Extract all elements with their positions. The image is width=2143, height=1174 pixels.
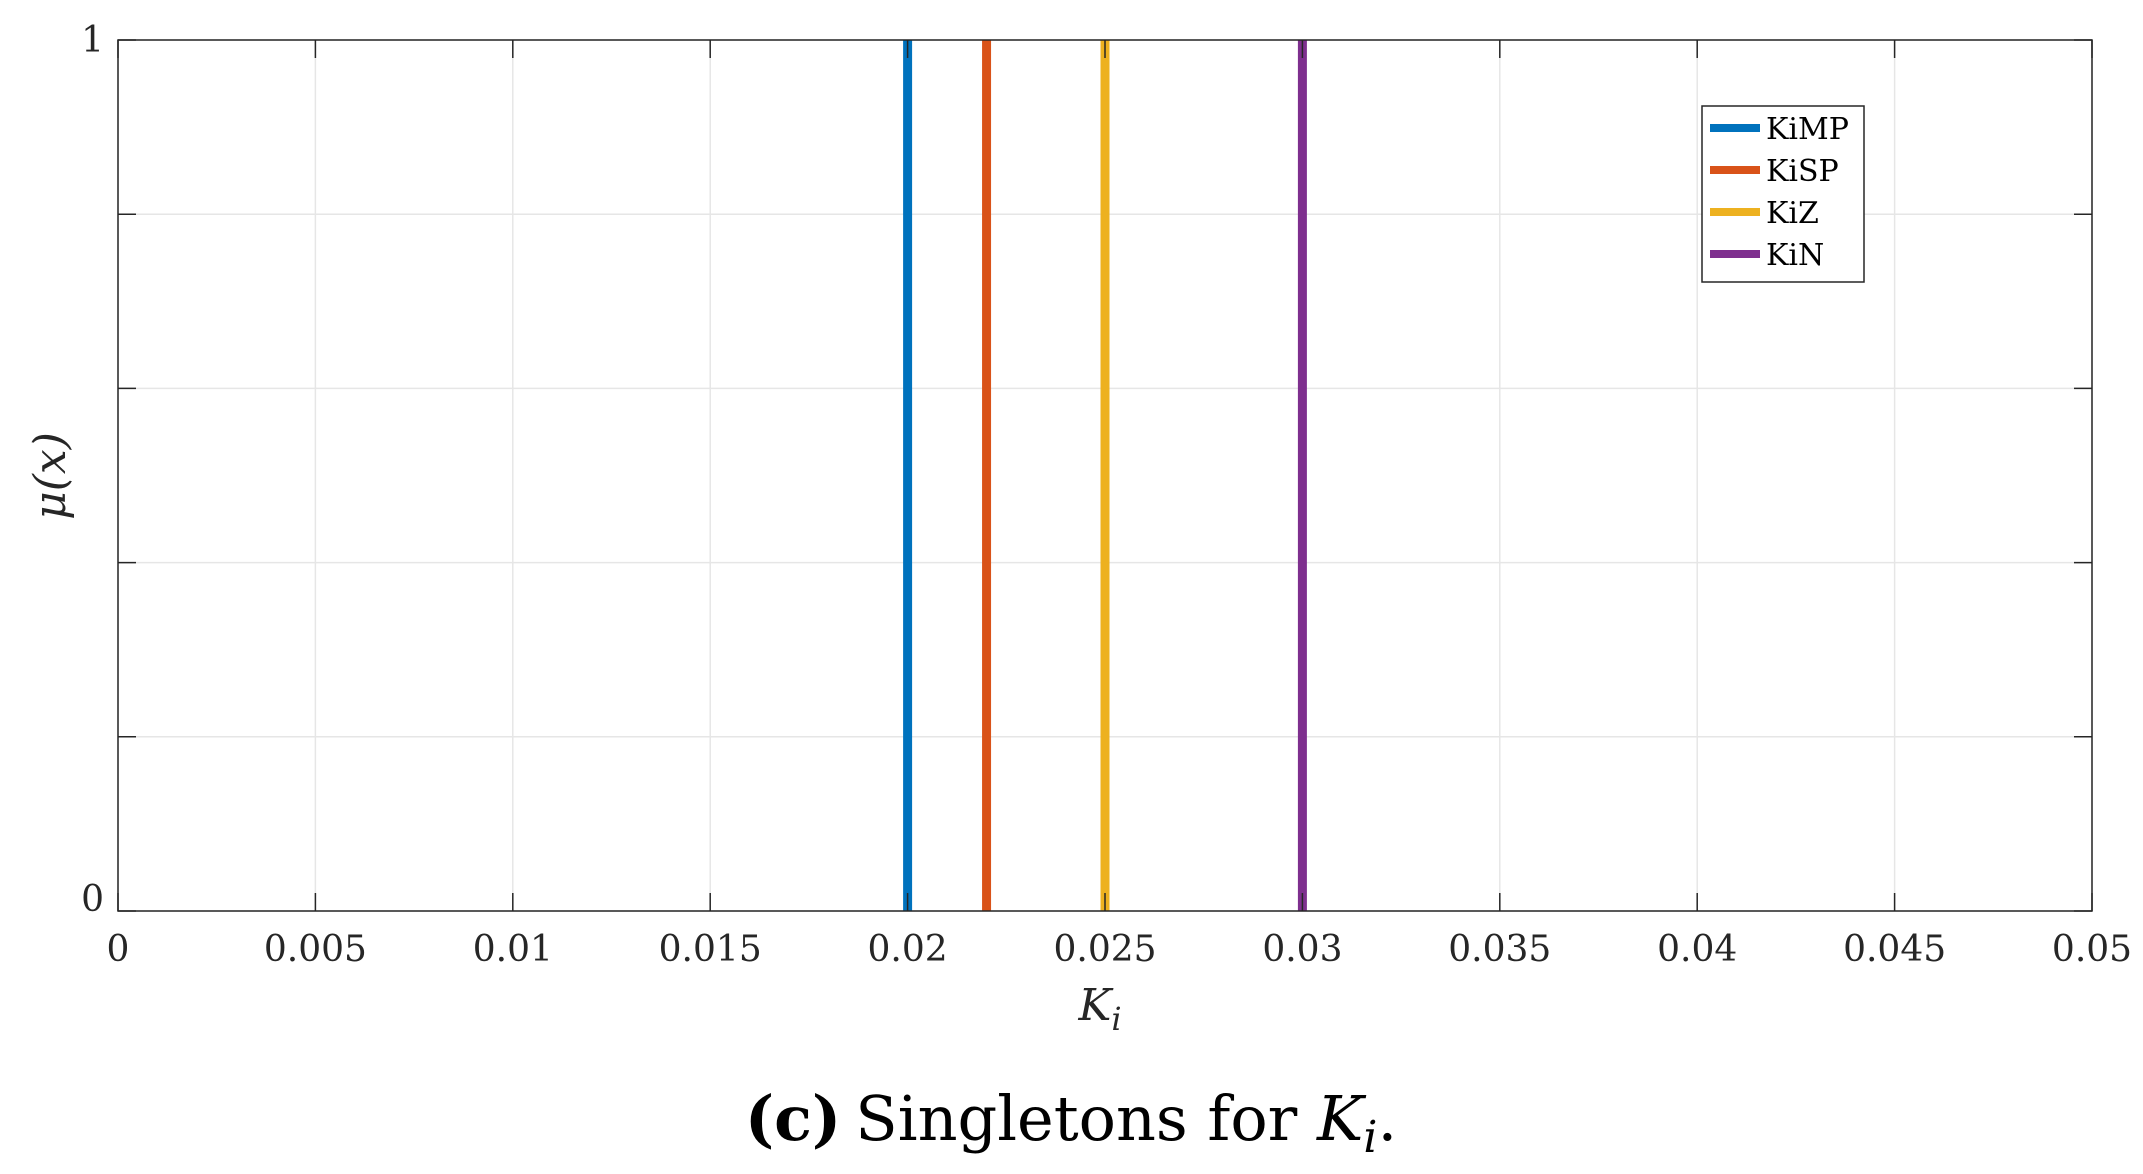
legend-label-kin: KiN bbox=[1766, 238, 1824, 273]
caption-end: . bbox=[1377, 1082, 1397, 1155]
legend: KiMP KiSP KiZ KiN bbox=[1701, 105, 1865, 283]
series-lines bbox=[903, 40, 1307, 911]
x-tick-label: 0.025 bbox=[1053, 929, 1156, 970]
y-tick-label: 0 bbox=[81, 879, 104, 920]
caption-symbol: K bbox=[1316, 1082, 1367, 1155]
x-tick-label: 0.03 bbox=[1262, 929, 1342, 970]
legend-label-kiz: KiZ bbox=[1766, 196, 1819, 231]
caption-text: Singletons for bbox=[855, 1082, 1317, 1155]
figure-caption: (c) Singletons for Ki. bbox=[745, 1082, 1397, 1163]
x-tick-label: 0.045 bbox=[1843, 929, 1946, 970]
x-tick-label: 0.04 bbox=[1657, 929, 1737, 970]
x-axis-label: Ki bbox=[1077, 980, 1121, 1038]
legend-label-kisp: KiSP bbox=[1766, 154, 1839, 189]
x-tick-label: 0 bbox=[107, 929, 130, 970]
y-axis-label: μ(x) bbox=[25, 432, 76, 520]
legend-label-kimp: KiMP bbox=[1766, 112, 1849, 147]
x-tick-label: 0.015 bbox=[659, 929, 762, 970]
x-tick-labels: 0 0.005 0.01 0.015 0.02 0.025 0.03 0.035 0.04 0.0… bbox=[107, 929, 2133, 970]
caption-symbol-sub: i bbox=[1363, 1112, 1377, 1163]
axis-ticks bbox=[117, 39, 2093, 912]
y-tick-label: 1 bbox=[81, 20, 104, 61]
x-tick-label: 0.01 bbox=[473, 929, 553, 970]
x-tick-label: 0.05 bbox=[2052, 929, 2132, 970]
y-tick-labels: 01 bbox=[81, 20, 104, 920]
x-tick-label: 0.005 bbox=[264, 929, 367, 970]
x-tick-label: 0.02 bbox=[868, 929, 948, 970]
x-tick-label: 0.035 bbox=[1448, 929, 1551, 970]
caption-label: (c) bbox=[745, 1082, 841, 1155]
